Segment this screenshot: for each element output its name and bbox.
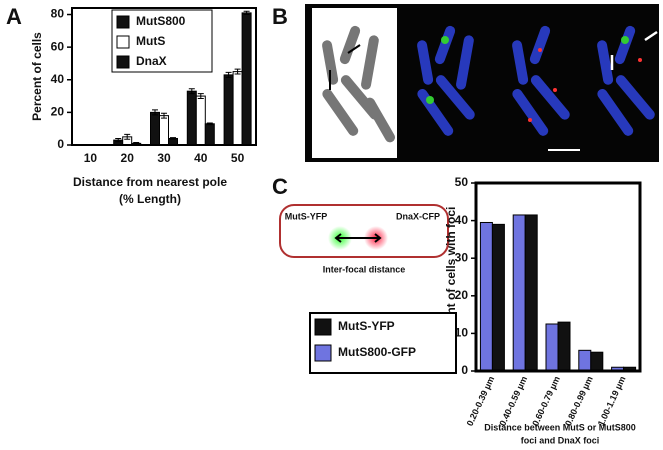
error-bar [225,71,232,78]
legend-swatch [116,15,130,29]
legend-swatch [116,35,130,49]
bar [590,351,604,372]
x-tick-label: 0.60-0.79 µm [530,375,562,428]
legend-label: DnaX [136,54,167,68]
diagram-label: DnaX-CFP [396,211,440,221]
bar [195,95,206,146]
x-tick-label: 1.00-1.19 µm [596,375,628,428]
x-tick-label: 10 [84,151,98,165]
bar [512,214,526,372]
bar [479,221,493,372]
y-tick-label: 0 [461,363,468,377]
bar [186,90,197,146]
y-tick-label: 80 [51,7,65,21]
micrographs [305,4,659,162]
panel-label: B [272,4,288,29]
plot-frame [474,181,642,373]
error-bar [124,133,131,140]
panel-label: C [272,174,288,199]
bar [150,111,160,146]
bar [491,223,505,372]
bar [557,321,571,372]
x-axis-label: Distance from nearest pole [73,175,227,189]
error-bar [161,112,167,119]
bar [223,74,234,146]
y-tick-label: 20 [51,105,65,119]
y-tick-label: 20 [455,288,469,302]
legend-swatch [314,318,332,336]
error-bar [170,137,176,140]
legend-swatch [116,55,130,69]
plot-frame [71,7,257,146]
bar [241,12,252,146]
bar [524,214,538,372]
x-axis-label: (% Length) [119,192,181,206]
y-tick-label: 40 [51,72,65,86]
panel-label: A [6,4,22,29]
y-tick-label: 10 [455,326,469,340]
x-tick-label: 0.80-0.99 µm [563,375,595,428]
y-tick-label: 50 [455,175,469,189]
error-bar [197,93,204,100]
diagram-label: MutS-YFP [285,211,328,221]
bar [232,71,243,146]
x-tick-label: 40 [194,151,208,165]
y-tick-label: 40 [455,213,469,227]
legend-label: MutS [136,34,165,48]
x-axis-label: Distance between MutS or MutS800 [484,422,636,432]
x-tick-label: 20 [121,151,135,165]
bar [578,349,592,372]
y-tick-label: 60 [51,39,65,53]
y-axis-label: Percent of cells [30,32,44,121]
x-tick-label: 0.40-0.59 µm [497,375,529,428]
bar [204,123,215,146]
error-bar [206,122,213,126]
error-bar [188,88,195,95]
legend-box [309,312,457,374]
bar [159,115,169,146]
error-bar [115,137,122,143]
legend-label: MutS-YFP [338,319,395,333]
error-bar [234,68,241,75]
bar [545,323,559,372]
error-bar [243,10,250,16]
y-tick-label: 30 [455,250,469,264]
x-axis-label: foci and DnaX foci [521,435,600,445]
legend-label: MutS800 [136,14,186,28]
diagram-caption: Inter-focal distance [323,264,406,274]
x-tick-label: 30 [157,151,171,165]
error-bar [152,109,158,116]
legend-label: MutS800-GFP [338,345,416,359]
x-tick-label: 0.20-0.39 µm [465,375,497,428]
x-tick-label: 50 [231,151,245,165]
focal-diagram [279,204,449,258]
y-tick-label: 0 [57,137,64,151]
legend-swatch [314,344,332,362]
